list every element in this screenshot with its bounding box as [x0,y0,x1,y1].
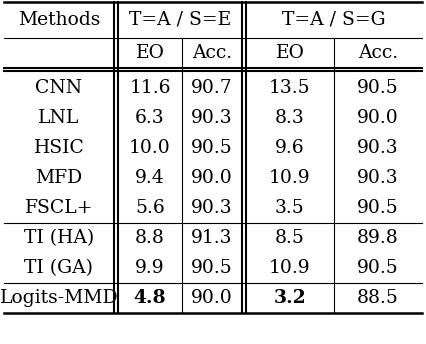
Text: 90.5: 90.5 [357,199,399,217]
Text: 90.5: 90.5 [191,259,233,277]
Text: 5.6: 5.6 [135,199,165,217]
Text: Logits-MMD: Logits-MMD [0,289,118,307]
Text: T=A / S=E: T=A / S=E [129,11,231,29]
Text: 4.8: 4.8 [134,289,166,307]
Text: T=A / S=G: T=A / S=G [282,11,386,29]
Text: 90.5: 90.5 [357,259,399,277]
Text: EO: EO [276,44,305,62]
Text: 88.5: 88.5 [357,289,399,307]
Text: 11.6: 11.6 [129,79,171,97]
Text: 90.7: 90.7 [191,79,233,97]
Text: TI (GA): TI (GA) [25,259,93,277]
Text: Acc.: Acc. [192,44,232,62]
Text: 6.3: 6.3 [135,109,165,127]
Text: 91.3: 91.3 [191,229,233,247]
Text: 90.5: 90.5 [191,139,233,157]
Text: 3.2: 3.2 [273,289,306,307]
Text: 9.4: 9.4 [135,169,165,187]
Text: 90.3: 90.3 [357,139,399,157]
Text: 10.0: 10.0 [129,139,171,157]
Text: 9.6: 9.6 [275,139,305,157]
Text: 8.3: 8.3 [275,109,305,127]
Text: 90.5: 90.5 [357,79,399,97]
Text: 90.3: 90.3 [357,169,399,187]
Text: 9.9: 9.9 [135,259,165,277]
Text: 8.8: 8.8 [135,229,165,247]
Text: Acc.: Acc. [358,44,398,62]
Text: 13.5: 13.5 [269,79,311,97]
Text: 90.3: 90.3 [191,109,233,127]
Text: FSCL+: FSCL+ [25,199,93,217]
Text: HSIC: HSIC [34,139,84,157]
Text: 90.0: 90.0 [191,169,233,187]
Text: 10.9: 10.9 [269,169,311,187]
Text: 90.0: 90.0 [357,109,399,127]
Text: 8.5: 8.5 [275,229,305,247]
Text: 90.3: 90.3 [191,199,233,217]
Text: Methods: Methods [18,11,100,29]
Text: LNL: LNL [38,109,80,127]
Text: TI (HA): TI (HA) [24,229,94,247]
Text: CNN: CNN [35,79,83,97]
Text: 89.8: 89.8 [357,229,399,247]
Text: MFD: MFD [35,169,83,187]
Text: 10.9: 10.9 [269,259,311,277]
Text: 3.5: 3.5 [275,199,305,217]
Text: 90.0: 90.0 [191,289,233,307]
Text: EO: EO [135,44,164,62]
